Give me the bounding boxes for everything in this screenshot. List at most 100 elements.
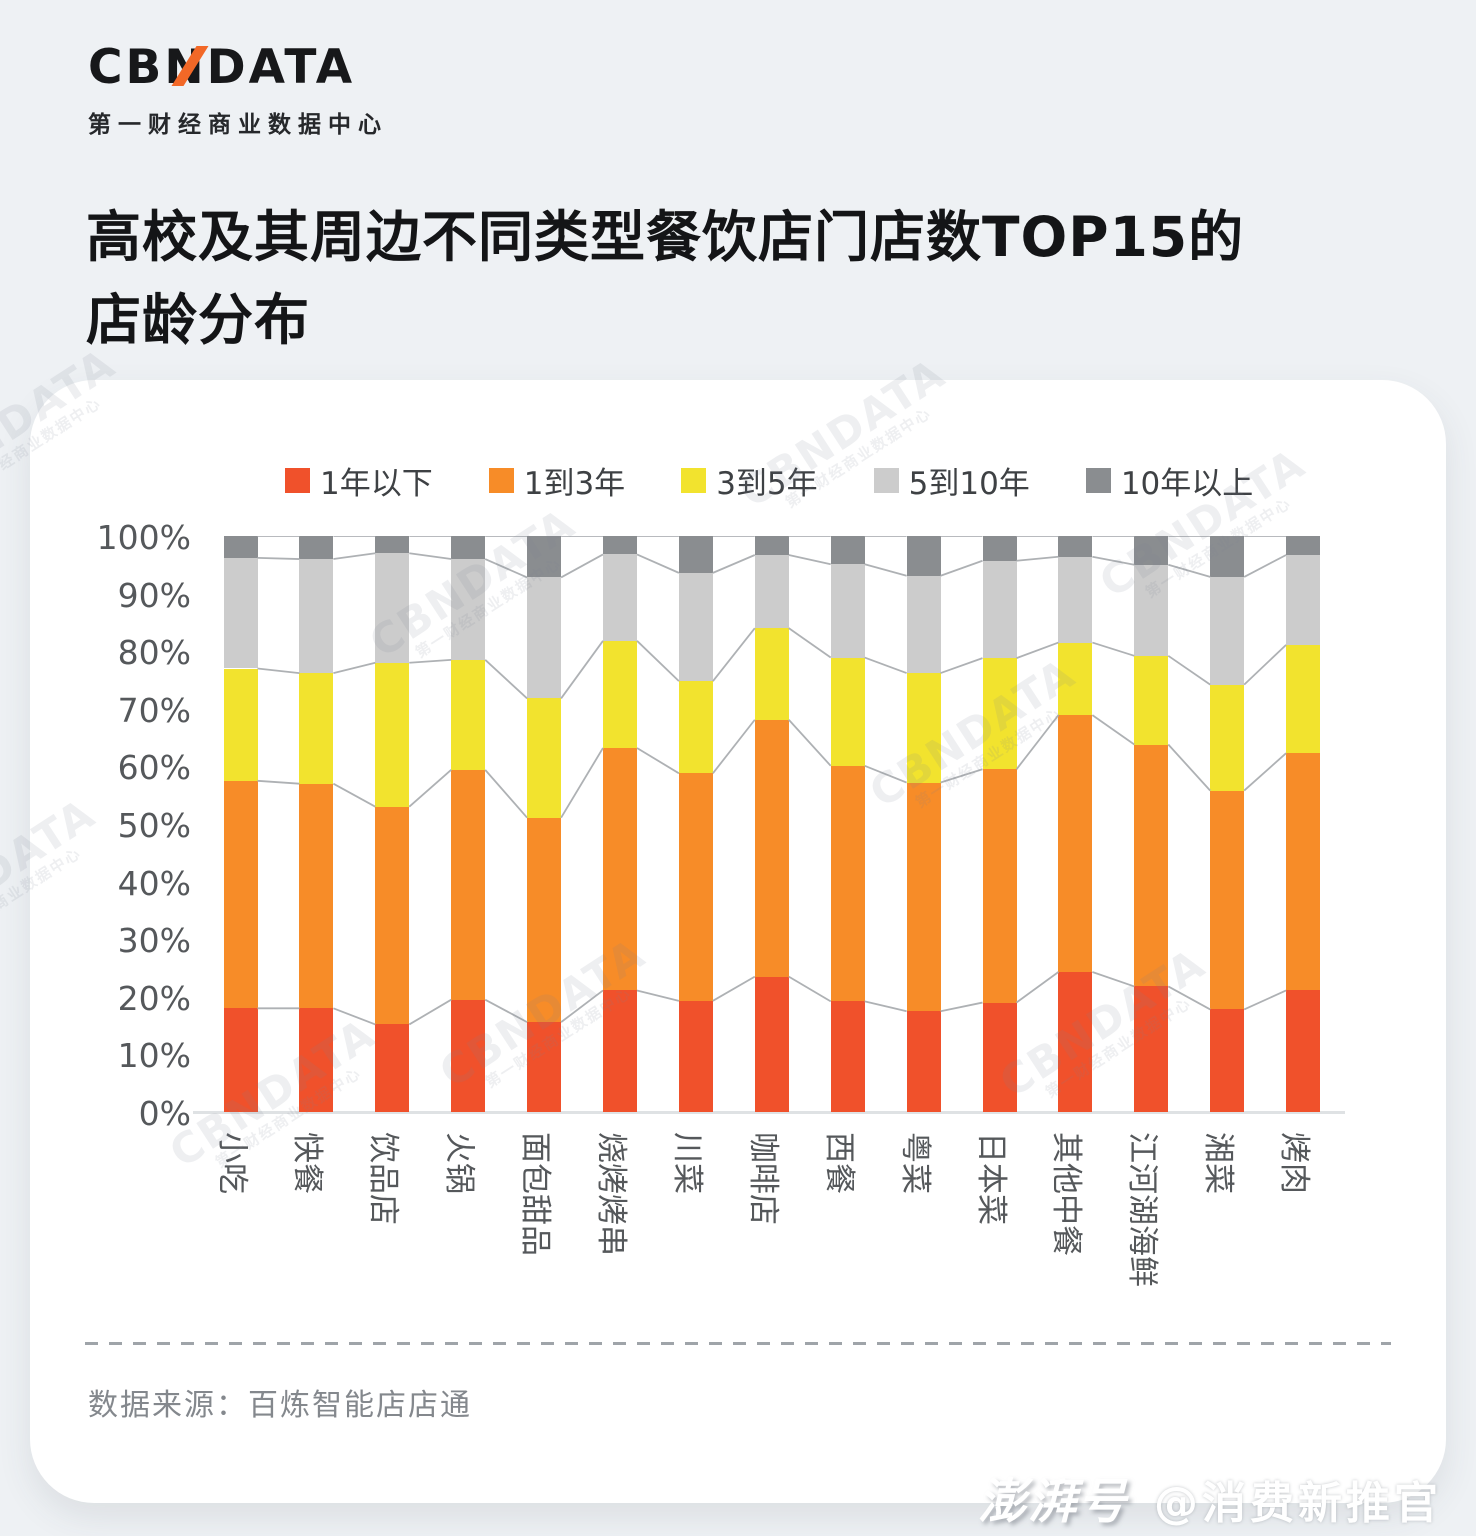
category-label: 西餐 <box>820 1132 857 1194</box>
category-label: 其他中餐 <box>1048 1132 1085 1256</box>
series-connector-lines <box>257 536 1287 1026</box>
bar-segment-10年以上 <box>1058 536 1093 557</box>
bar-segment-1年以下 <box>527 1022 562 1112</box>
bar-segment-10年以上 <box>982 536 1017 561</box>
bar-segment-1到3年 <box>223 780 258 1009</box>
bar-segment-1到3年 <box>451 769 486 1000</box>
category-label: 川菜 <box>668 1132 705 1194</box>
bar-segment-1年以下 <box>1210 1009 1245 1112</box>
bar-segment-10年以上 <box>1134 536 1169 565</box>
legend-swatch-icon <box>285 468 310 493</box>
legend-label: 1年以下 <box>320 466 433 502</box>
y-tick-label: 50% <box>117 806 191 845</box>
category-label: 烧烤烤串 <box>593 1132 629 1256</box>
bar-segment-5到10年 <box>906 575 941 674</box>
bar-segment-10年以上 <box>451 536 486 560</box>
y-tick-label: 80% <box>117 633 191 673</box>
chart-legend: 1年以下 1到3年 3到5年 5到10年 10年以上 <box>285 458 1253 503</box>
bar-segment-10年以上 <box>603 536 637 555</box>
bar-segment-3到5年 <box>1058 642 1093 716</box>
bar-segment-1年以下 <box>678 1000 713 1112</box>
plot-area <box>193 536 1345 1114</box>
bar-segment-3到5年 <box>299 673 334 784</box>
bar-segment-1年以下 <box>906 1011 941 1112</box>
bar-segment-5到10年 <box>830 564 865 658</box>
category-label: 小吃 <box>213 1132 250 1194</box>
legend-item: 10年以上 <box>1085 458 1254 503</box>
category-label: 面包甜品 <box>517 1132 554 1256</box>
cbndata-logo-text: CBNDATA <box>88 40 356 95</box>
bar-segment-3到5年 <box>603 640 637 748</box>
bar-segment-5到10年 <box>223 557 258 669</box>
legend-item: 3到5年 <box>681 458 818 503</box>
bar-segment-1到3年 <box>678 773 713 1001</box>
y-tick-label: 20% <box>117 978 191 1018</box>
bar-segment-1到3年 <box>1058 715 1093 973</box>
legend-label: 10年以上 <box>1120 466 1254 502</box>
bar-segment-3到5年 <box>223 668 258 781</box>
bar-segment-1年以下 <box>223 1008 258 1112</box>
bar-segment-5到10年 <box>678 572 713 682</box>
bar-segment-10年以上 <box>906 536 941 576</box>
legend-swatch-icon <box>873 468 899 493</box>
dashed-divider <box>85 1342 1391 1345</box>
bar-segment-1年以下 <box>754 976 789 1112</box>
category-label: 火锅 <box>441 1132 478 1194</box>
bar-segment-5到10年 <box>375 553 410 663</box>
x-axis-baseline <box>193 1111 1345 1114</box>
bar-segment-5到10年 <box>1134 564 1169 656</box>
legend-item: 5到10年 <box>873 458 1030 503</box>
bar-segment-3到5年 <box>982 658 1017 770</box>
bar-segment-1到3年 <box>754 719 789 977</box>
y-tick-label: 100% <box>96 518 191 557</box>
category-label: 日本菜 <box>972 1132 1009 1225</box>
bar-segment-1到3年 <box>906 782 941 1012</box>
category-label: 江河湖海鲜 <box>1124 1132 1161 1287</box>
bar-segment-5到10年 <box>451 559 486 660</box>
y-tick-label: 70% <box>117 690 191 730</box>
bar-segment-5到10年 <box>982 560 1017 659</box>
cbndata-logo: CBNDATA 第一财经商业数据中心 <box>88 44 388 139</box>
bar-segment-1到3年 <box>982 769 1017 1003</box>
bar-segment-3到5年 <box>1134 655 1169 745</box>
bar-segment-3到5年 <box>830 657 865 766</box>
y-tick-label: 10% <box>117 1036 191 1076</box>
bar-segment-1年以下 <box>982 1002 1017 1112</box>
bar-segment-1到3年 <box>299 783 334 1009</box>
bar-segment-1年以下 <box>299 1008 334 1112</box>
platform-watermark: 澎湃号 @消费新推官 <box>978 1462 1442 1532</box>
bar-segment-5到10年 <box>1058 556 1093 643</box>
category-label: 饮品店 <box>365 1132 402 1225</box>
legend-swatch-icon <box>681 468 707 493</box>
bar-segment-1到3年 <box>375 806 410 1025</box>
legend-swatch-icon <box>488 468 514 493</box>
bar-segment-1年以下 <box>1058 972 1093 1112</box>
bar-segment-3到5年 <box>678 681 713 774</box>
chart-card: 1年以下 1到3年 3到5年 5到10年 10年以上 0% 10% 20% 30% 40% 50%… <box>0 339 1446 1503</box>
legend-item: 1年以下 <box>285 458 433 503</box>
bar-segment-1年以下 <box>1286 990 1321 1112</box>
bar-segment-10年以上 <box>1210 536 1245 577</box>
bar-segment-1年以下 <box>1134 986 1169 1112</box>
bar-segment-3到5年 <box>754 628 789 720</box>
legend-label: 3到5年 <box>716 466 818 502</box>
bar-segment-10年以上 <box>223 536 258 558</box>
bar-segment-1到3年 <box>527 817 562 1023</box>
bar-segment-3到5年 <box>527 698 562 818</box>
chart-title: 高校及其周边不同类型餐饮店门店数TOP15的 店龄分布 <box>86 196 1244 361</box>
bar-segment-3到5年 <box>451 659 486 770</box>
pengpai-logo: 澎湃号 <box>977 1474 1128 1530</box>
category-label: 快餐 <box>289 1132 326 1194</box>
legend-item: 1到3年 <box>488 458 625 503</box>
category-label: 烤肉 <box>1276 1132 1313 1194</box>
bar-segment-10年以上 <box>527 536 562 578</box>
bar-segment-5到10年 <box>754 555 789 629</box>
y-tick-label: 60% <box>117 748 191 788</box>
bar-segment-10年以上 <box>1286 536 1321 556</box>
bar-segment-1到3年 <box>830 765 865 1002</box>
bar-segment-3到5年 <box>1210 684 1245 791</box>
bar-segment-5到10年 <box>1210 576 1245 685</box>
bar-segment-1年以下 <box>830 1001 865 1112</box>
